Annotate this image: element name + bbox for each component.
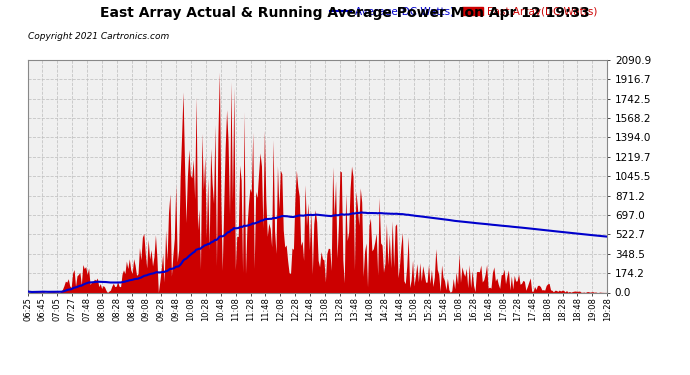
Legend: Average(DC Watts), East Array(DC Watts): Average(DC Watts), East Array(DC Watts)	[326, 2, 602, 21]
Text: Copyright 2021 Cartronics.com: Copyright 2021 Cartronics.com	[28, 32, 169, 41]
Text: East Array Actual & Running Average Power Mon Apr 12 19:33: East Array Actual & Running Average Powe…	[100, 6, 590, 20]
